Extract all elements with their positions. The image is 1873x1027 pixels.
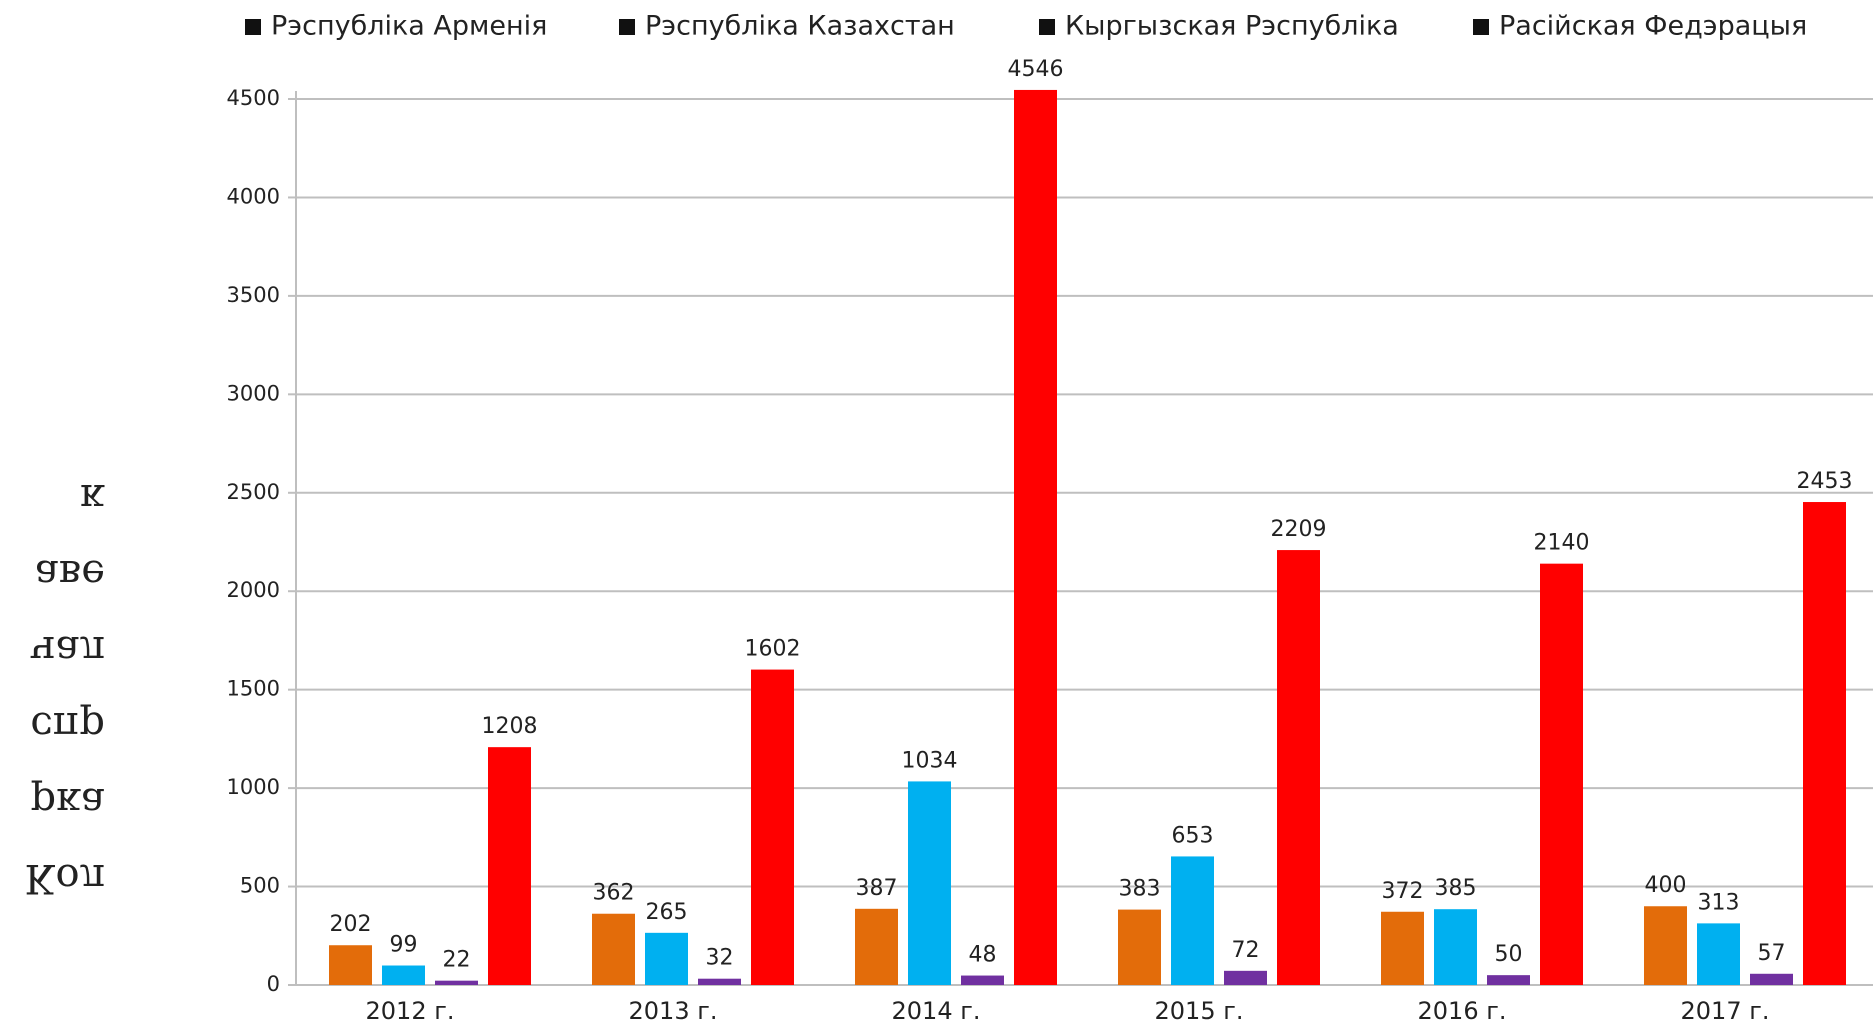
data-label: 4546	[1008, 57, 1064, 82]
bar	[1118, 909, 1161, 985]
y-tick-label: 3000	[227, 381, 280, 405]
data-label: 1602	[745, 637, 801, 662]
data-label: 48	[969, 943, 997, 968]
bar	[645, 932, 688, 985]
x-tick-label: 2014 г.	[892, 997, 981, 1025]
data-label: 313	[1698, 890, 1740, 915]
bar	[1381, 911, 1424, 985]
legend-marker	[245, 19, 261, 35]
bar	[1644, 906, 1687, 985]
data-label: 383	[1119, 877, 1161, 902]
data-label: 50	[1495, 942, 1523, 967]
legend-label: Рэспубліка Казахстан	[645, 11, 955, 42]
bar	[329, 945, 372, 985]
bar	[1171, 856, 1214, 985]
legend-label: Расійская Федэрацыя	[1499, 11, 1807, 42]
data-label: 265	[646, 900, 688, 925]
y-axis-label: аве	[35, 551, 105, 597]
data-label: 2453	[1797, 469, 1853, 494]
bar	[592, 913, 635, 985]
data-label: 22	[443, 948, 471, 973]
y-axis-label: чал	[29, 627, 105, 673]
y-axis-label: спр	[30, 703, 105, 749]
data-label: 387	[856, 876, 898, 901]
bar	[1540, 563, 1583, 985]
y-axis-label: Кол	[25, 855, 105, 901]
bar	[1434, 909, 1477, 985]
data-label: 1208	[482, 714, 538, 739]
bar	[908, 781, 951, 985]
y-tick-label: 3500	[227, 283, 280, 307]
data-label: 2209	[1271, 517, 1327, 542]
y-tick-label: 1000	[227, 775, 280, 799]
legend-marker	[1473, 19, 1489, 35]
bar	[1487, 975, 1530, 985]
bar	[1277, 550, 1320, 985]
legend-label: Рэспубліка Арменія	[271, 11, 547, 42]
bar	[382, 965, 425, 985]
y-tick-label: 4000	[227, 184, 280, 208]
x-tick-label: 2012 г.	[366, 997, 455, 1025]
data-label: 32	[706, 946, 734, 971]
legend-marker	[1039, 19, 1055, 35]
legend-marker	[619, 19, 635, 35]
y-tick-label: 2000	[227, 578, 280, 602]
y-tick-label: 500	[240, 874, 280, 898]
data-label: 653	[1172, 823, 1214, 848]
data-label: 362	[593, 881, 635, 906]
bar	[1803, 502, 1846, 985]
y-axis-label: к	[80, 475, 105, 521]
data-label: 2140	[1534, 531, 1590, 556]
data-label: 385	[1435, 876, 1477, 901]
y-tick-label: 0	[267, 972, 280, 996]
bar	[698, 978, 741, 985]
data-label: 202	[330, 912, 372, 937]
bar	[961, 975, 1004, 985]
data-label: 372	[1382, 879, 1424, 904]
bar	[488, 747, 531, 985]
data-label: 400	[1645, 873, 1687, 898]
y-tick-label: 1500	[227, 677, 280, 701]
bar	[435, 980, 478, 985]
bar	[855, 908, 898, 985]
data-label: 1034	[902, 748, 958, 773]
bar	[1750, 973, 1793, 985]
bar	[751, 669, 794, 985]
data-label: 99	[390, 933, 418, 958]
y-tick-label: 4500	[227, 86, 280, 110]
bar	[1697, 923, 1740, 985]
y-tick-label: 2500	[227, 480, 280, 504]
x-tick-label: 2013 г.	[629, 997, 718, 1025]
bar	[1014, 89, 1057, 985]
bar	[1224, 970, 1267, 985]
x-tick-label: 2015 г.	[1155, 997, 1244, 1025]
x-tick-label: 2016 г.	[1418, 997, 1507, 1025]
x-tick-label: 2017 г.	[1681, 997, 1770, 1025]
legend-label: Кыргызская Рэспубліка	[1065, 11, 1399, 42]
data-label: 57	[1758, 941, 1786, 966]
y-axis-label: рка	[31, 779, 105, 825]
data-label: 72	[1232, 938, 1260, 963]
